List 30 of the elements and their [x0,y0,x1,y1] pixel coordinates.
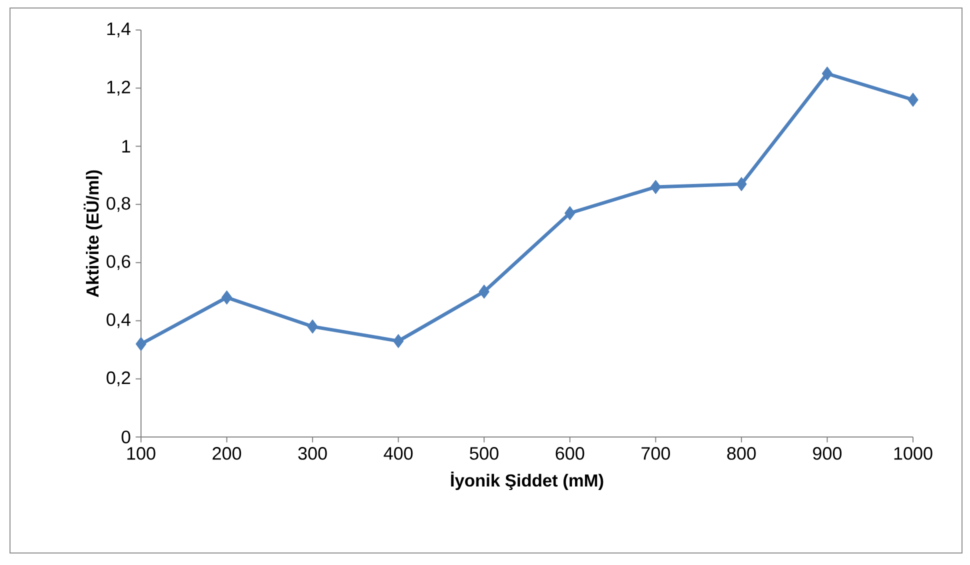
point [564,206,576,220]
y-tick-label: 0,6 [106,255,130,270]
point [822,66,833,81]
x-tick-label: 500 [470,447,498,460]
x-tick-label: 700 [642,447,670,460]
x-tick-label: 200 [212,447,242,460]
y-tick-label: 0 [122,430,130,444]
x-tick-label: 800 [727,447,756,460]
point [478,284,490,299]
x-tick-label: 1000 [894,447,932,460]
y-tick-label: 1,4 [107,22,130,38]
y-tick-label: 0,2 [106,371,130,386]
y-tick-label: 0,4 [106,313,130,328]
x-axis-title: İyonik Şiddet (mM) [451,472,604,490]
point [136,336,146,351]
point [650,180,662,194]
point [307,320,318,334]
point [908,92,918,107]
point [736,177,747,192]
x-tick-label: 400 [384,447,413,460]
point [393,334,404,348]
x-tick-label: 100 [127,447,156,460]
y-tick-label: 1 [122,140,130,152]
x-tick-label: 600 [556,447,584,460]
y-axis-title: Aktivite (EÜ/ml) [84,170,102,298]
x-tick-label: 900 [813,447,842,460]
point [221,290,232,304]
y-tick-label: 1,2 [107,80,130,96]
y-tick-label: 0,8 [106,196,130,212]
x-tick-label: 300 [298,447,327,460]
